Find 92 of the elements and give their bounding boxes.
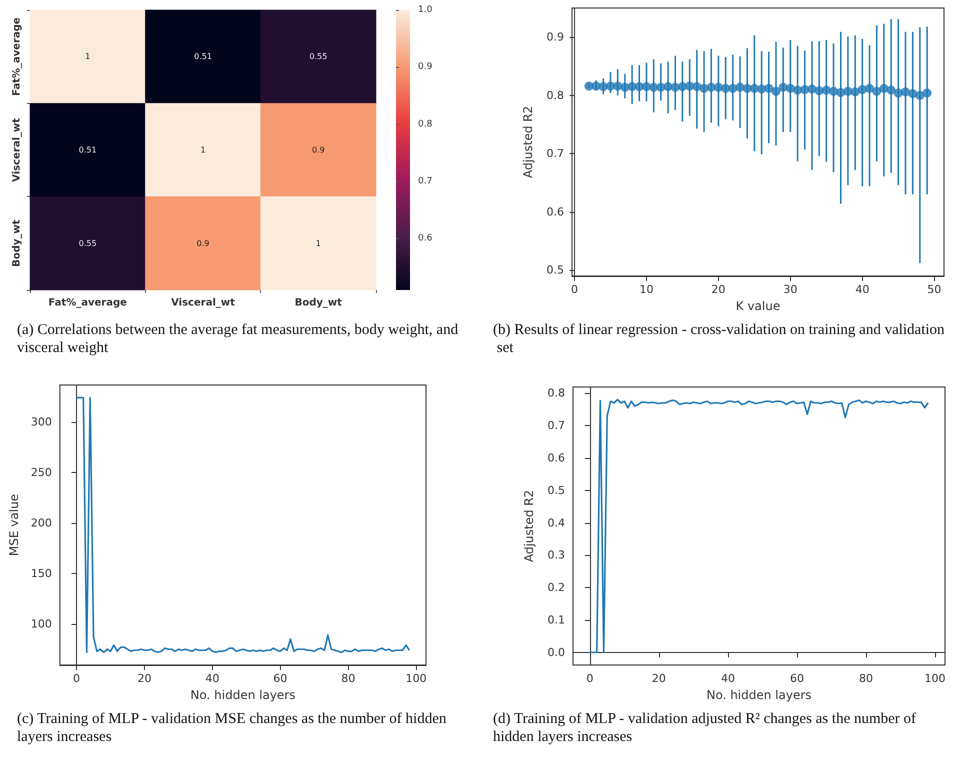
- x-tick-label: 60: [790, 672, 804, 685]
- data-label: 1: [316, 238, 321, 248]
- y-axis-title: Adjusted R2: [521, 106, 535, 178]
- y-tick-label: Body_wt: [12, 220, 22, 267]
- data-label: 0.51: [194, 52, 212, 62]
- x-tick-label: Visceral_wt: [171, 298, 236, 308]
- x-tick-label: 40: [205, 672, 220, 685]
- point: [592, 82, 601, 91]
- color-bar-label: 0.9: [418, 62, 433, 72]
- x-axis-title: No. hidden layers: [706, 688, 812, 702]
- x-tick-label: 60: [273, 672, 288, 685]
- point: [886, 86, 896, 95]
- point: [901, 87, 910, 96]
- x-tick-label: 30: [783, 283, 798, 296]
- x-tick-label: Body_wt: [294, 298, 342, 308]
- point: [772, 86, 780, 96]
- y-tick-label: 250: [30, 466, 52, 479]
- data-label: 1: [200, 146, 206, 154]
- color-bar-label: 0.6: [418, 234, 433, 244]
- point: [664, 82, 673, 92]
- point: [628, 82, 637, 92]
- y-tick-label: 100: [30, 617, 52, 630]
- point: [721, 84, 730, 93]
- x-tick-label: 80: [858, 672, 873, 685]
- x-tick-label: 100: [406, 672, 427, 685]
- x-axis-title: K value: [736, 298, 780, 313]
- point: [915, 90, 924, 100]
- x-tick-label: 20: [652, 672, 666, 685]
- point: [793, 86, 802, 95]
- x-tick-label: 40: [720, 672, 735, 685]
- y-tick-label: 0.7: [548, 419, 565, 432]
- y-tick-label: 0.3: [548, 548, 565, 562]
- y-tick-label: 0.6: [548, 451, 565, 464]
- point: [613, 82, 622, 91]
- data-label: 1: [85, 52, 90, 62]
- y-tick-label: 0.9: [546, 30, 564, 44]
- point: [692, 82, 702, 92]
- point: [764, 84, 774, 93]
- y-tick-label: 0.6: [546, 205, 564, 218]
- y-tick-label: 0.8: [546, 88, 564, 102]
- point: [829, 86, 838, 96]
- y-tick-label: 0.7: [546, 147, 564, 160]
- y-tick-label: Visceral_wt: [12, 118, 22, 182]
- text: (a) Correlations between the average fat measurements, body weight, and visceral weight: [17, 322, 462, 356]
- color-bar-label: 0.8: [418, 119, 433, 130]
- y-tick-label: 0.4: [548, 516, 565, 530]
- point: [807, 84, 816, 94]
- point: [757, 84, 766, 94]
- y-tick-label: 0.5: [546, 264, 564, 277]
- x-tick-label: 10: [639, 283, 654, 296]
- x-tick-label: 0: [73, 672, 80, 685]
- text: (b) Results of linear regression - cross-validation on training and validation set: [493, 322, 946, 356]
- point: [865, 84, 874, 93]
- y-tick-label: 0.2: [548, 581, 565, 594]
- data-label: 0.9: [196, 238, 210, 248]
- y-tick-label: 200: [30, 516, 52, 530]
- text: (c) Training of MLP - validation MSE changes as the number of hidden layers increases: [17, 711, 450, 745]
- x-tick-label: 20: [711, 283, 726, 296]
- data-label: 0.9: [312, 146, 325, 154]
- x-tick-label: 20: [137, 672, 152, 685]
- y-tick-label: 0.5: [548, 484, 565, 497]
- y-tick-label: 0.8: [548, 386, 565, 400]
- x-tick-label: 100: [924, 672, 946, 685]
- point: [685, 82, 694, 91]
- data-label: 0.55: [78, 238, 97, 248]
- point: [850, 87, 860, 96]
- line-series: [589, 398, 929, 654]
- x-tick-label: 0: [586, 672, 594, 685]
- y-axis-title: Adjusted R2: [522, 490, 536, 562]
- line-series: [76, 396, 410, 654]
- data-label: 0.55: [309, 52, 328, 62]
- text: (d) Training of MLP - validation adjusted R² changes as the number of hidden layers increases: [493, 711, 920, 745]
- point: [922, 88, 932, 98]
- y-tick-label: 150: [30, 566, 52, 580]
- y-tick-label: Fat%_average: [12, 17, 22, 96]
- x-tick-label: Fat%_average: [48, 298, 128, 308]
- y-tick-label: 0.0: [548, 646, 565, 659]
- x-tick-label: 40: [855, 283, 870, 296]
- y-tick-label: 300: [30, 415, 52, 428]
- point: [742, 84, 752, 93]
- color-bar-label: 1.0: [418, 5, 433, 15]
- point: [908, 89, 918, 98]
- point: [700, 84, 709, 93]
- x-axis-title: No. hidden layers: [190, 688, 296, 702]
- color-bar-label: 0.7: [418, 176, 432, 186]
- x-tick-label: 0: [571, 283, 578, 296]
- x-tick-label: 50: [927, 283, 942, 296]
- data-label: 0.51: [78, 146, 97, 154]
- y-axis-title: MSE value: [7, 494, 21, 556]
- point: [872, 86, 882, 96]
- y-tick-label: 0.1: [548, 613, 565, 626]
- x-tick-label: 80: [341, 672, 356, 685]
